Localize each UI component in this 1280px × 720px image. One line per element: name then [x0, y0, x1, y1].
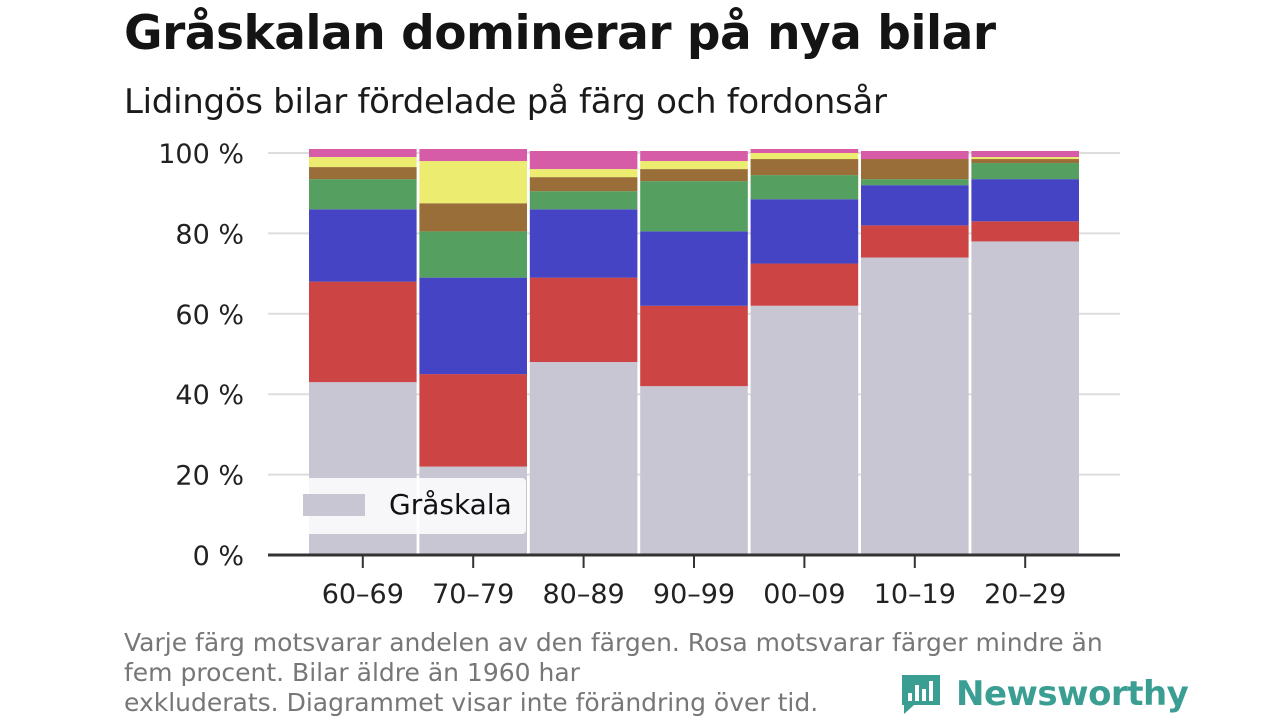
brand-name: Newsworthy	[956, 674, 1189, 714]
bar-segment	[529, 169, 638, 178]
bar-segment	[640, 161, 748, 170]
x-tick-label: 10–19	[874, 579, 956, 610]
bar-segment	[750, 153, 859, 160]
bar-segment	[971, 241, 1079, 555]
x-tick-label: 60–69	[322, 579, 404, 610]
bar-segment	[971, 157, 1079, 160]
chart-footnote: Varje färg motsvarar andelen av den färg…	[124, 628, 1134, 718]
bar-segment	[529, 150, 638, 170]
newsworthy-logo-icon	[902, 675, 940, 714]
bar-segment	[640, 181, 748, 232]
y-tick-label: 100 %	[158, 139, 244, 170]
chart-title: Gråskalan dominerar på nya bilar	[124, 6, 996, 61]
bar-segment	[861, 257, 969, 555]
bar-segment	[419, 161, 527, 204]
y-tick-label: 80 %	[175, 219, 244, 250]
y-tick-label: 60 %	[175, 300, 244, 331]
x-tick-label: 80–89	[542, 579, 624, 610]
bar-segment	[419, 148, 527, 162]
bar-segment	[750, 175, 859, 200]
bar-segment	[309, 209, 417, 282]
y-tick-label: 40 %	[175, 380, 244, 411]
chart-subtitle: Lidingös bilar fördelade på färg och for…	[124, 82, 887, 122]
bar-segment	[419, 231, 527, 278]
bar-segment	[971, 163, 1079, 180]
bar-segment	[750, 159, 859, 176]
bar-segment	[640, 386, 748, 555]
legend-label: Gråskala	[389, 488, 512, 521]
bar-segment	[750, 305, 859, 555]
legend-box	[290, 478, 526, 534]
footnote-line: Varje färg motsvarar andelen av den färg…	[124, 628, 1103, 657]
bar-segment	[861, 150, 969, 160]
bar-segment	[640, 305, 748, 387]
bar-segment	[529, 177, 638, 192]
bar-segment	[750, 199, 859, 264]
bar-segment	[419, 277, 527, 375]
bar-segment	[861, 159, 969, 180]
x-tick-label: 20–29	[984, 579, 1066, 610]
bar-segment	[309, 148, 417, 158]
bar-segment	[971, 159, 1079, 164]
bar-segment	[419, 203, 527, 232]
bar-segment	[309, 281, 417, 383]
bar-segment	[861, 179, 969, 186]
y-tick-label: 0 %	[193, 541, 244, 572]
newsworthy-logo[interactable]: Newsworthy	[900, 670, 1189, 718]
footnote-line: fem procent. Bilar äldre än 1960 har	[124, 658, 580, 687]
bar-segment	[750, 263, 859, 306]
bar-segment	[971, 150, 1079, 158]
bar-segment	[750, 148, 859, 153]
bar-segment	[640, 231, 748, 306]
footnote-line: exkluderats. Diagrammet visar inte förän…	[124, 688, 819, 717]
bar-segment	[640, 150, 748, 162]
x-tick-label: 90–99	[653, 579, 735, 610]
bar-segment	[971, 221, 1079, 242]
bar-segment	[529, 277, 638, 363]
bar-segment	[640, 169, 748, 182]
x-tick-label: 70–79	[432, 579, 514, 610]
bar-segment	[309, 179, 417, 210]
bar-segment	[529, 209, 638, 278]
bar-segment	[419, 374, 527, 467]
x-tick-label: 00–09	[763, 579, 845, 610]
bar-segment	[529, 362, 638, 555]
bar-segment	[309, 167, 417, 180]
bar-segment	[309, 157, 417, 168]
bar-segment	[861, 225, 969, 258]
bar-segment	[861, 185, 969, 226]
legend-swatch	[303, 494, 365, 516]
bar-segment	[971, 179, 1079, 222]
y-tick-label: 20 %	[175, 461, 244, 492]
bar-segment	[529, 191, 638, 210]
